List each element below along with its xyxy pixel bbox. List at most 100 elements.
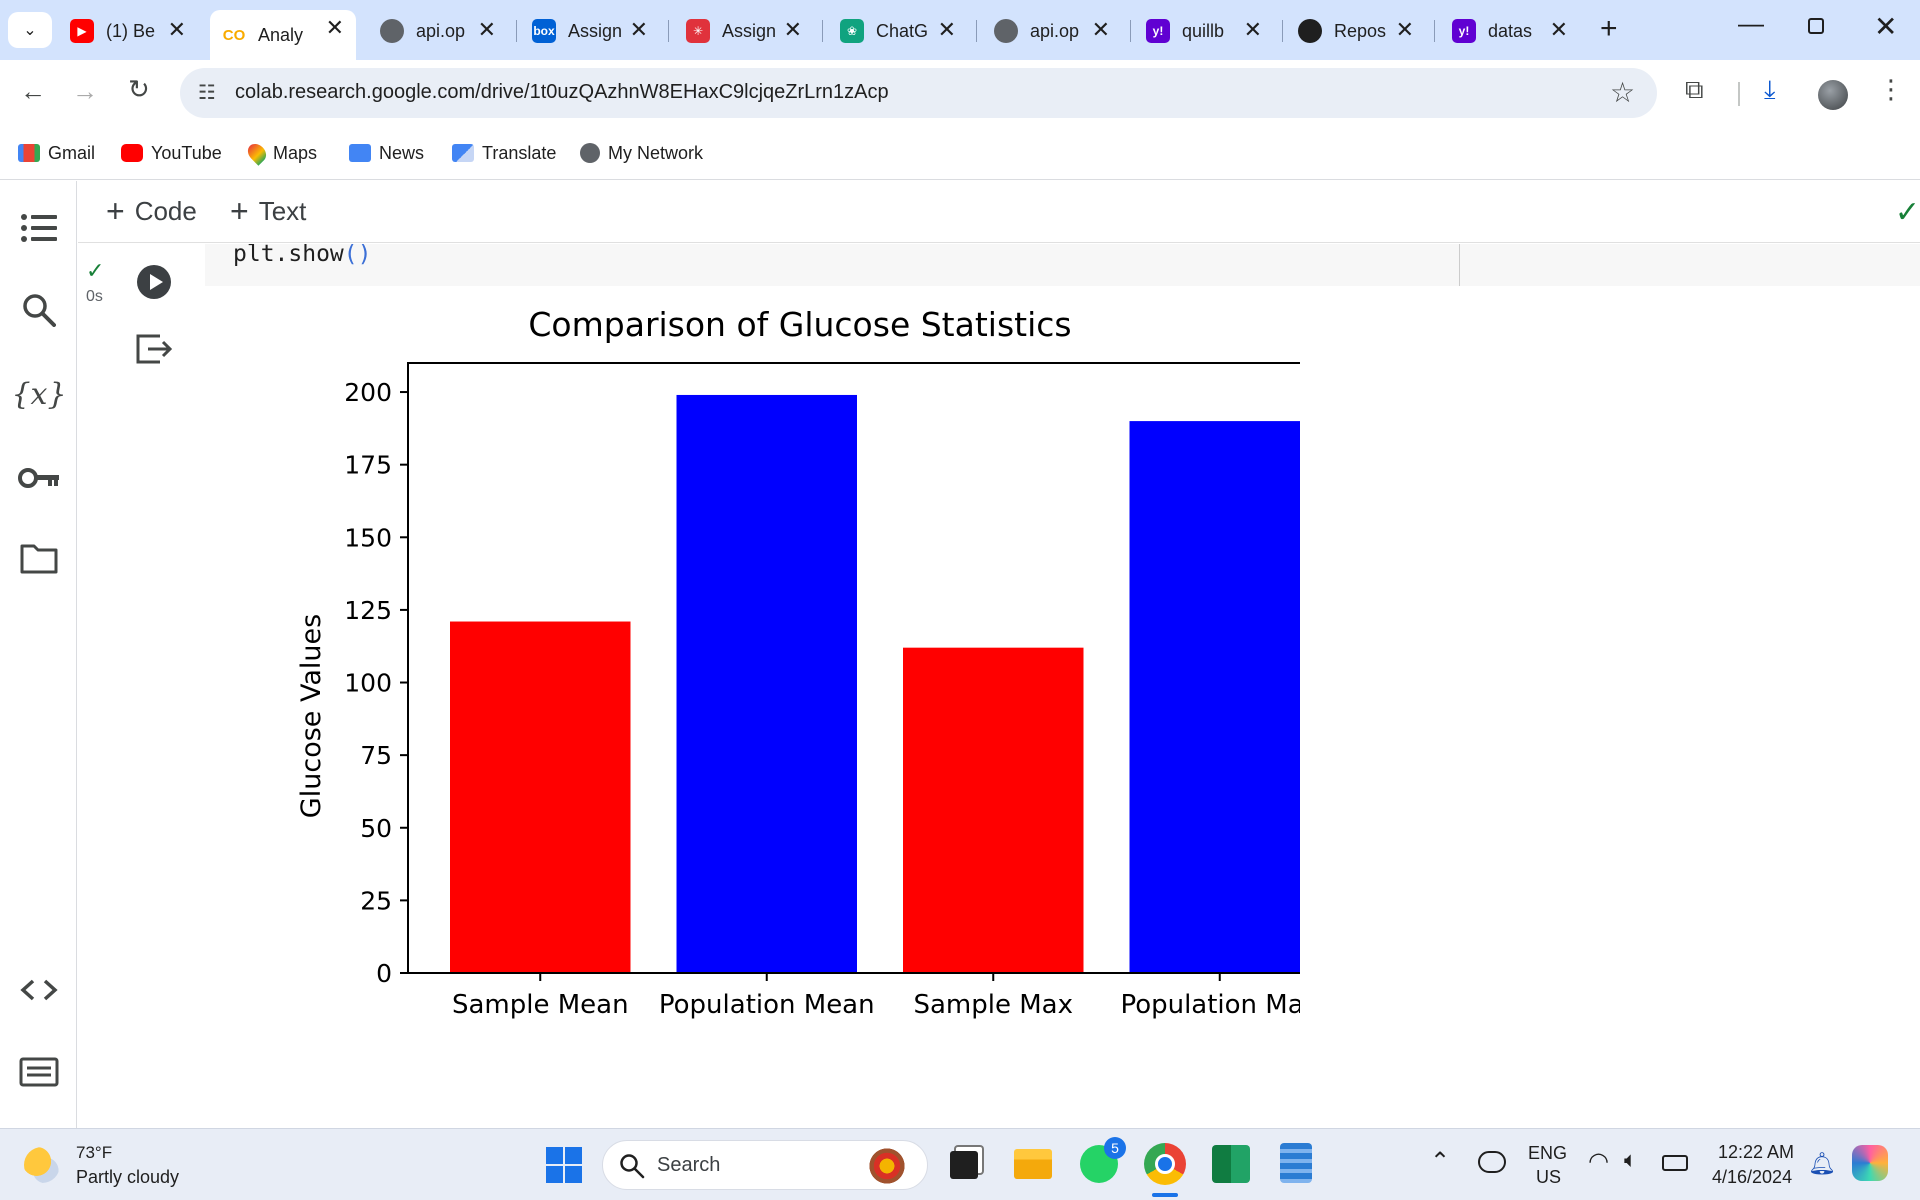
close-window-button[interactable]: ✕ xyxy=(1874,11,1898,42)
tab-search-button[interactable]: ⌄ xyxy=(8,12,52,48)
copilot-icon[interactable] xyxy=(1852,1145,1888,1181)
extensions-icon[interactable]: ⧉ xyxy=(1685,74,1704,104)
weather-widget[interactable]: 73°F Partly cloudy xyxy=(20,1141,200,1191)
bookmark-translate[interactable]: Translate xyxy=(452,140,556,166)
battery-icon[interactable] xyxy=(1662,1155,1688,1171)
close-tab-icon[interactable]: ✕ xyxy=(1243,17,1262,42)
tab-separator xyxy=(1282,20,1283,42)
tab-6[interactable]: api.op ✕ xyxy=(982,12,1122,50)
add-text-cell-button[interactable]: + Text xyxy=(230,193,307,229)
close-tab-icon[interactable]: ✕ xyxy=(1091,17,1110,42)
download-icon[interactable]: ⤓ xyxy=(1764,74,1776,104)
tab-8[interactable]: Repos ✕ xyxy=(1286,12,1426,50)
close-tab-icon[interactable]: ✕ xyxy=(937,17,956,42)
wifi-icon[interactable]: ◠ xyxy=(1588,1148,1609,1175)
bookmark-star-icon[interactable]: ☆ xyxy=(1610,77,1636,108)
chrome-icon[interactable] xyxy=(1144,1143,1186,1185)
site-info-icon[interactable]: ☷ xyxy=(198,82,216,104)
volume-icon[interactable]: 🔈︎ xyxy=(1624,1147,1638,1172)
forward-arrow-icon[interactable]: → xyxy=(72,76,98,106)
new-tab-button[interactable]: + xyxy=(1600,12,1618,45)
search-icon[interactable] xyxy=(18,289,60,331)
bar-0 xyxy=(450,621,631,973)
code-snippets-icon[interactable] xyxy=(18,969,60,1011)
youtube-icon xyxy=(121,144,143,162)
clock-date[interactable]: 4/16/2024 xyxy=(1712,1167,1793,1187)
bookmark-maps[interactable]: Maps xyxy=(244,140,317,166)
tab-7[interactable]: y! quillb ✕ xyxy=(1134,12,1274,50)
chevron-up-icon[interactable]: ⌃ xyxy=(1430,1148,1451,1175)
bar-1 xyxy=(676,394,857,973)
notebook-cell-area: ✓ 0s plt.show() Comparison of Glucose St… xyxy=(78,244,1920,1128)
url-text[interactable]: colab.research.google.com/drive/1t0uzQAz… xyxy=(235,81,889,103)
secrets-key-icon[interactable] xyxy=(18,457,60,499)
profile-avatar[interactable] xyxy=(1818,80,1848,110)
add-code-cell-button[interactable]: + Code xyxy=(106,193,197,229)
excel-icon[interactable] xyxy=(1212,1145,1250,1183)
code-cell-editor[interactable]: plt.show() xyxy=(205,244,1459,286)
bookmark-gmail[interactable]: Gmail xyxy=(18,140,95,166)
tab-2[interactable]: api.op ✕ xyxy=(368,12,508,50)
reload-icon[interactable]: ↻ xyxy=(128,74,150,104)
close-tab-icon[interactable]: ✕ xyxy=(325,15,344,40)
start-button[interactable] xyxy=(546,1147,582,1183)
taskbar-search-box[interactable]: Search xyxy=(602,1140,928,1190)
close-tab-icon[interactable]: ✕ xyxy=(629,17,648,42)
close-tab-icon[interactable]: ✕ xyxy=(1549,17,1568,42)
plot-frame xyxy=(407,362,1300,974)
bookmark-news[interactable]: News xyxy=(349,140,424,166)
tab-label: Repos xyxy=(1334,20,1387,41)
tab-5[interactable]: ❀ ChatG ✕ xyxy=(828,12,968,50)
close-tab-icon[interactable]: ✕ xyxy=(477,17,496,42)
tab-3[interactable]: box Assign ✕ xyxy=(520,12,660,50)
x-tick-label-1: Population Mean xyxy=(659,990,875,1020)
connected-check-icon[interactable]: ✓ xyxy=(1894,196,1920,229)
output-actions-button[interactable] xyxy=(134,330,174,368)
tab-1[interactable]: CO Analy ✕ xyxy=(210,10,356,60)
chevron-down-icon: ⌄ xyxy=(23,22,37,39)
x-tick-label-3: Population Max xyxy=(1120,990,1300,1020)
bar-2 xyxy=(903,647,1084,973)
table-of-contents-icon[interactable] xyxy=(18,207,60,249)
variables-icon[interactable]: {x} xyxy=(11,376,67,412)
bookmark-my-network[interactable]: My Network xyxy=(580,140,703,166)
close-tab-icon[interactable]: ✕ xyxy=(1395,17,1414,42)
terminal-icon[interactable] xyxy=(18,1051,60,1093)
tab-0[interactable]: ▶ (1) Be ✕ xyxy=(58,12,198,50)
back-arrow-icon[interactable]: ← xyxy=(20,76,46,106)
language-top[interactable]: ENG xyxy=(1528,1143,1568,1163)
y-tick-label-7: 175 xyxy=(344,451,392,480)
files-folder-icon[interactable] xyxy=(18,537,60,579)
plus-icon: + xyxy=(230,193,249,229)
notepad-icon[interactable] xyxy=(1280,1143,1312,1183)
close-tab-icon[interactable]: ✕ xyxy=(167,17,186,42)
bookmark-youtube[interactable]: YouTube xyxy=(121,140,222,166)
language-bottom[interactable]: US xyxy=(1536,1167,1562,1187)
tab-label: api.op xyxy=(1030,20,1080,41)
y-axis-label: Glucose Values xyxy=(296,614,327,818)
execution-check-icon: ✓ xyxy=(86,258,105,283)
weather-partly-cloudy-icon xyxy=(24,1147,60,1183)
whatsapp-icon[interactable]: 5 xyxy=(1080,1137,1126,1183)
file-explorer-icon[interactable] xyxy=(1014,1149,1052,1179)
run-cell-button[interactable] xyxy=(137,265,171,299)
address-bar[interactable]: ☷ colab.research.google.com/drive/1t0uzQ… xyxy=(180,68,1657,118)
task-view-icon[interactable] xyxy=(950,1151,978,1179)
minimize-button[interactable]: — xyxy=(1738,8,1764,38)
restore-button[interactable] xyxy=(1808,18,1824,34)
tab-label: Analy xyxy=(258,24,304,45)
y-tick-label-0: 0 xyxy=(376,959,392,988)
notification-bell-icon[interactable]: 🔔︎ xyxy=(1808,1151,1836,1176)
tab-4[interactable]: ✳ Assign ✕ xyxy=(674,12,814,50)
menu-kebab-icon[interactable]: ⋮ xyxy=(1878,74,1904,104)
clock-time[interactable]: 12:22 AM xyxy=(1718,1142,1795,1162)
yahoo-icon: y! xyxy=(1452,19,1476,43)
globe-icon xyxy=(580,143,600,163)
close-tab-icon[interactable]: ✕ xyxy=(783,17,802,42)
onedrive-error-icon[interactable] xyxy=(1478,1151,1506,1173)
chart-title: Comparison of Glucose Statistics xyxy=(528,305,1071,344)
toolbar-divider xyxy=(1738,82,1740,106)
news-icon xyxy=(349,144,371,162)
tab-9[interactable]: y! datas ✕ xyxy=(1440,12,1580,50)
y-tick-label-8: 200 xyxy=(344,378,392,407)
